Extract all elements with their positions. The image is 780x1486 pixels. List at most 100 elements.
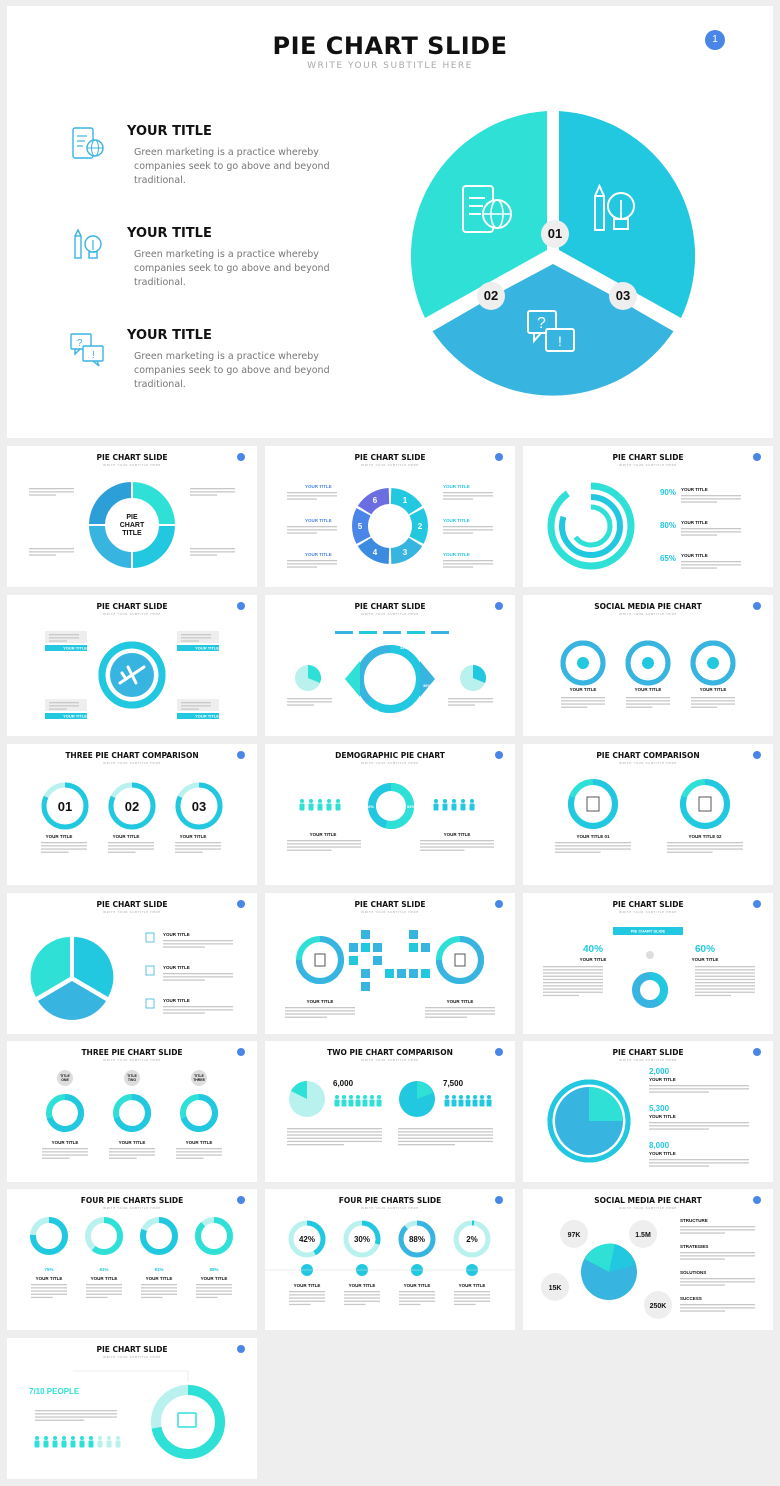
thumbnail-graphic: 42% YOUR TITLE 30% YOUR TITLE 88% YOUR TITLE 2…: [265, 1220, 515, 1306]
text-line: [42, 1157, 70, 1159]
text-line: [287, 563, 337, 565]
item-title: YOUR TITLE: [180, 834, 207, 839]
text-line: [543, 994, 579, 997]
slide-thumbnail[interactable]: THREE PIE CHART COMPARISON WRITE YOUR SUB…: [7, 744, 257, 885]
text-line: [681, 498, 741, 500]
item-title: YOUR TITLE: [404, 1283, 431, 1288]
item-title: YOUR TITLE 02: [688, 834, 722, 839]
text-line: [443, 529, 493, 531]
slide-thumbnail[interactable]: SOCIAL MEDIA PIE CHART WRITE YOUR SUBTITL…: [523, 1189, 773, 1330]
item-title: YOUR TITLE: [119, 1140, 146, 1145]
item-title: YOUR TITLE: [443, 484, 470, 489]
bar-title: YOUR TITLE: [63, 646, 87, 651]
slide-thumbnail[interactable]: PIE CHART SLIDE WRITE YOUR SUBTITLE HERE 2…: [523, 1041, 773, 1182]
slide-thumbnail[interactable]: TWO PIE CHART COMPARISON WRITE YOUR SUBTI…: [265, 1041, 515, 1182]
thumbnail-subtitle: WRITE YOUR SUBTITLE HERE: [103, 463, 161, 467]
tag-line: ONE: [61, 1078, 69, 1082]
page-title: PIE CHART SLIDE: [272, 32, 508, 60]
text-line: [454, 1294, 490, 1296]
question-chat-icon: ? !: [527, 310, 575, 352]
grid-cell: [373, 943, 382, 952]
item-title: YOUR TITLE: [635, 687, 662, 692]
slide-thumbnail[interactable]: PIE CHART SLIDE WRITE YOUR SUBTITLE HERE 9…: [523, 446, 773, 587]
thumbnail-subtitle: WRITE YOUR SUBTITLE HERE: [619, 612, 677, 616]
chat-icon: [177, 1412, 197, 1428]
text-line: [420, 846, 494, 848]
legend-item: [335, 631, 353, 634]
item-title: YOUR TITLE: [649, 1151, 676, 1156]
thumbnail-page-badge: [495, 900, 503, 908]
text-line: [680, 1310, 725, 1312]
value-bubble: [541, 1273, 569, 1301]
thumbnail-subtitle: WRITE YOUR SUBTITLE HERE: [619, 463, 677, 467]
text-line: [163, 940, 233, 942]
text-line: [108, 845, 154, 847]
feature-title-2: YOUR TITLE: [127, 226, 212, 241]
text-line: [29, 551, 74, 553]
person-icon: [458, 1095, 464, 1107]
person-icon: [472, 1095, 478, 1107]
slide-thumbnail[interactable]: FOUR PIE CHARTS SLIDE WRITE YOUR SUBTITLE…: [265, 1189, 515, 1330]
pie-slice-03: [559, 111, 696, 318]
bar-title: YOUR TITLE: [63, 714, 87, 719]
slide-thumbnail[interactable]: PIE CHART COMPARISON WRITE YOUR SUBTITLE …: [523, 744, 773, 885]
text-line: [443, 492, 493, 494]
twitter-icon: [577, 657, 589, 669]
thumbnail-subtitle: WRITE YOUR SUBTITLE HERE: [619, 761, 677, 765]
text-line: [196, 1284, 232, 1286]
text-line: [344, 1303, 366, 1306]
text-line: [555, 851, 601, 853]
text-line: [287, 849, 332, 851]
slide-thumbnail[interactable]: PIE CHART SLIDE WRITE YOUR SUBTITLE HERE 1…: [265, 595, 515, 736]
text-line: [287, 846, 361, 848]
percent-label: 42%: [299, 1235, 315, 1244]
slide-thumbnail[interactable]: FOUR PIE CHARTS SLIDE WRITE YOUR SUBTITLE…: [7, 1189, 257, 1330]
ring-segment: [357, 537, 390, 564]
slide-thumbnail[interactable]: SOCIAL MEDIA PIE CHART WRITE YOUR SUBTITL…: [523, 595, 773, 736]
slide-thumbnail[interactable]: PIE CHART SLIDE WRITE YOUR SUBTITLE HERE 7…: [7, 1338, 257, 1479]
female-icon: [442, 799, 448, 811]
thumbnail-subtitle: WRITE YOUR SUBTITLE HERE: [619, 910, 677, 914]
text-line: [108, 851, 136, 853]
thumbnail-subtitle: WRITE YOUR SUBTITLE HERE: [619, 1206, 677, 1210]
pie-slice: [589, 1087, 623, 1121]
document-icon: [454, 953, 466, 967]
slide-thumbnail[interactable]: PIE CHART SLIDE WRITE YOUR SUBTITLE HERE P…: [7, 446, 257, 587]
text-line: [543, 991, 603, 993]
text-line: [49, 705, 79, 707]
right-arrow: [420, 661, 435, 697]
slide-thumbnail[interactable]: PIE CHART SLIDE WRITE YOUR SUBTITLE HERE Y…: [7, 595, 257, 736]
title-tag: [57, 1070, 73, 1086]
percent-label: 65%: [660, 554, 676, 563]
thumbnail-page-badge: [495, 751, 503, 759]
text-line: [41, 842, 87, 844]
ring-number: 01: [58, 799, 72, 814]
pie-label-01: 01: [548, 226, 562, 241]
percent-label: 46%: [366, 804, 374, 809]
percent-label: 61%: [99, 1267, 108, 1272]
text-line: [42, 1148, 88, 1150]
legend-item: [383, 631, 401, 634]
item-title: YOUR TITLE: [91, 1276, 118, 1281]
slide-thumbnail[interactable]: DEMOGRAPHIC PIE CHART WRITE YOUR SUBTITLE…: [265, 744, 515, 885]
text-line: [35, 1419, 85, 1421]
grid-cell: [361, 943, 370, 952]
text-line: [681, 564, 741, 566]
slide-thumbnail[interactable]: PIE CHART SLIDE WRITE YOUR SUBTITLE HERE Y…: [7, 893, 257, 1034]
ring-segment: [357, 488, 390, 515]
item-title: YOUR TITLE: [692, 957, 719, 962]
progress-arc-65: [569, 504, 613, 548]
people-donut: [151, 1385, 225, 1459]
slide-thumbnail[interactable]: PIE CHART SLIDE WRITE YOUR SUBTITLE HERE Y…: [265, 893, 515, 1034]
item-title: YOUR TITLE: [570, 687, 597, 692]
feature-title-1: YOUR TITLE: [127, 124, 212, 139]
tag-line: TITLE: [127, 1074, 137, 1078]
percentage-donut: [195, 1217, 233, 1255]
slide-thumbnail[interactable]: PIE CHART SLIDE WRITE YOUR SUBTITLE HERE P…: [523, 893, 773, 1034]
slide-thumbnail[interactable]: PIE CHART SLIDE WRITE YOUR SUBTITLE HERE 1…: [265, 446, 515, 587]
document-icon: [698, 796, 712, 812]
comparison-donut: [680, 779, 730, 829]
thumbnail-page-badge: [753, 602, 761, 610]
text-line: [287, 698, 332, 700]
slide-thumbnail[interactable]: THREE PIE CHART SLIDE WRITE YOUR SUBTITLE…: [7, 1041, 257, 1182]
